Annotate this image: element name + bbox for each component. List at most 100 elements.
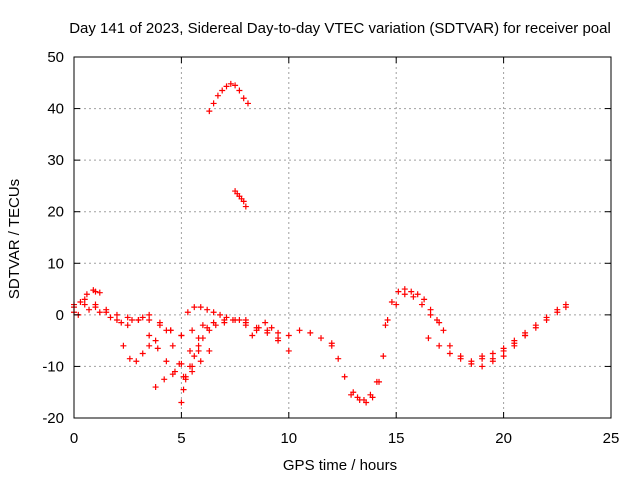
data-point <box>446 350 453 357</box>
data-point <box>217 311 224 318</box>
data-point <box>223 314 230 321</box>
data-point <box>178 399 185 406</box>
series-sat-n <box>249 319 282 339</box>
data-point <box>227 80 234 87</box>
data-point <box>242 203 249 210</box>
data-point <box>189 327 196 334</box>
data-point <box>186 347 193 354</box>
series-sat-e <box>120 337 159 365</box>
data-point <box>328 342 335 349</box>
x-tick-label: 5 <box>177 430 185 447</box>
data-point <box>139 350 146 357</box>
data-point <box>221 319 228 326</box>
data-point <box>96 309 103 316</box>
y-tick-label: 20 <box>47 204 64 221</box>
y-tick-label: 40 <box>47 101 64 118</box>
data-point <box>457 353 464 360</box>
data-point <box>242 317 249 324</box>
data-point <box>219 87 226 94</box>
y-tick-label: -20 <box>42 410 64 427</box>
data-point <box>81 301 88 308</box>
data-point <box>163 327 170 334</box>
series-sat-j <box>184 304 249 324</box>
data-point <box>240 95 247 102</box>
data-point <box>388 298 395 305</box>
data-point <box>382 322 389 329</box>
series-sat-i <box>163 327 202 380</box>
data-point <box>206 108 213 115</box>
data-point <box>113 311 120 318</box>
data-point <box>522 332 529 339</box>
data-point <box>180 386 187 393</box>
data-point <box>169 342 176 349</box>
data-point <box>212 322 219 329</box>
y-tick-label: 10 <box>47 255 64 272</box>
chart-title: Day 141 of 2023, Sidereal Day-to-day VTE… <box>69 20 611 37</box>
axis-ticks: 0 5 10 15 20 25 -20 -10 0 10 20 30 40 50 <box>42 49 619 447</box>
data-point <box>92 288 99 295</box>
data-point <box>214 92 221 99</box>
data-point <box>436 319 443 326</box>
data-point <box>86 306 93 313</box>
data-point <box>446 342 453 349</box>
data-point <box>240 198 247 205</box>
data-point <box>414 291 421 298</box>
series-sat-p <box>350 378 383 406</box>
data-point <box>197 358 204 365</box>
y-tick-label: 50 <box>47 49 64 66</box>
y-tick-label: 30 <box>47 152 64 169</box>
data-marks <box>71 80 569 406</box>
data-point <box>264 327 271 334</box>
data-point <box>146 342 153 349</box>
data-point <box>350 389 357 396</box>
series-sat-o <box>328 342 387 403</box>
data-point <box>262 319 269 326</box>
data-point <box>124 322 131 329</box>
series-sat-s <box>425 301 569 365</box>
data-point <box>401 291 408 298</box>
data-point <box>236 87 243 94</box>
data-point <box>118 319 125 326</box>
data-point <box>335 355 342 362</box>
data-point <box>223 83 230 90</box>
series-sat-u <box>479 304 569 362</box>
series-sat-t <box>446 332 529 370</box>
series-sat-a <box>71 287 103 316</box>
data-point <box>410 293 417 300</box>
data-point <box>189 368 196 375</box>
x-tick-label: 10 <box>280 430 297 447</box>
data-point <box>500 353 507 360</box>
data-point <box>393 301 400 308</box>
data-point <box>154 345 161 352</box>
data-point <box>341 373 348 380</box>
data-point <box>296 327 303 334</box>
data-point <box>139 314 146 321</box>
data-point <box>195 342 202 349</box>
data-point <box>124 314 131 321</box>
data-point <box>191 353 198 360</box>
data-point <box>176 360 183 367</box>
data-point <box>307 329 314 336</box>
data-point <box>206 347 213 354</box>
data-point <box>440 327 447 334</box>
data-point <box>275 329 282 336</box>
data-point <box>384 317 391 324</box>
data-point <box>189 363 196 370</box>
data-point <box>92 301 99 308</box>
y-tick-label: -10 <box>42 358 64 375</box>
data-point <box>369 394 376 401</box>
data-point <box>210 309 217 316</box>
data-point <box>83 291 90 298</box>
data-point <box>427 311 434 318</box>
data-point <box>206 327 213 334</box>
data-point <box>356 396 363 403</box>
data-point <box>554 309 561 316</box>
data-point <box>146 311 153 318</box>
data-point <box>479 353 486 360</box>
series-sat-l <box>232 188 249 210</box>
data-point <box>77 298 84 305</box>
data-point <box>199 322 206 329</box>
data-point <box>195 347 202 354</box>
data-point <box>543 317 550 324</box>
data-point <box>418 301 425 308</box>
